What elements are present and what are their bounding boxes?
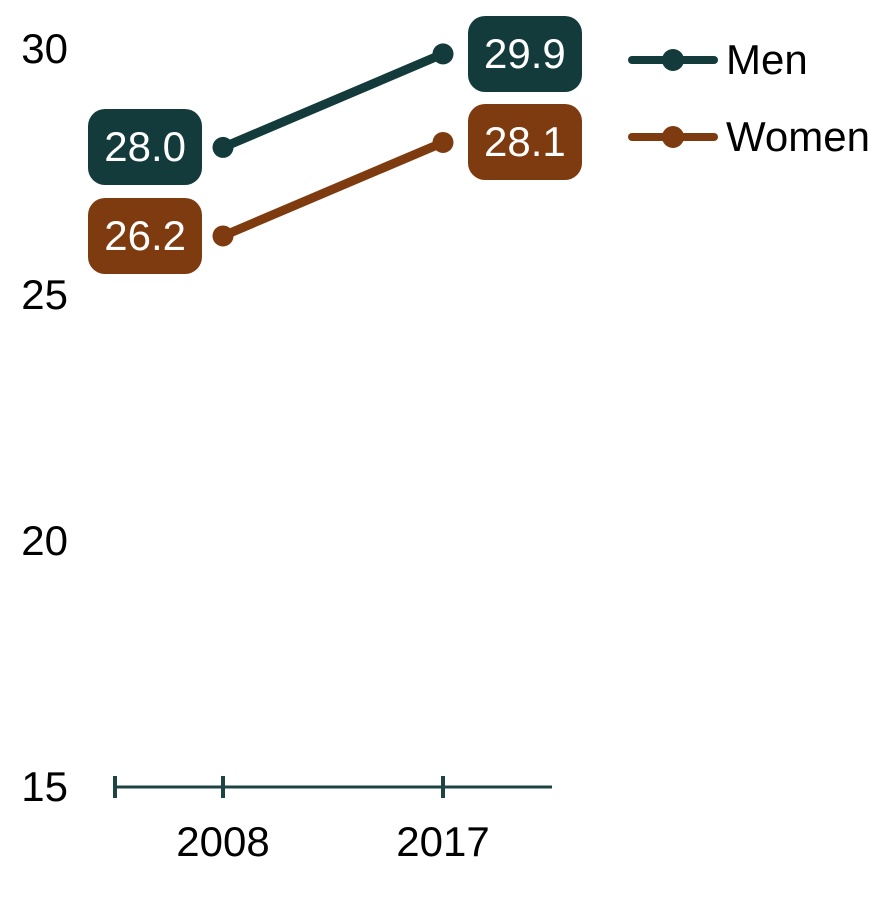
data-point-women: [432, 131, 454, 153]
y-axis-label-15: 15: [21, 763, 68, 810]
legend-item-men: Men: [628, 38, 870, 82]
legend-label-women: Women: [726, 113, 870, 160]
y-axis-label-30: 30: [21, 25, 68, 72]
legend-dot-women-icon: [662, 126, 684, 148]
legend-dot-men-icon: [662, 49, 684, 71]
legend: Men Women: [628, 38, 870, 192]
legend-item-women: Women: [628, 115, 870, 159]
legend-label-men: Men: [726, 36, 808, 83]
data-label-women-2017: 28.1: [468, 104, 582, 181]
data-label-men-2017: 29.9: [468, 15, 582, 92]
series-line-women: [218, 137, 448, 241]
x-axis-label-2017: 2017: [396, 818, 490, 865]
series-line-men: [218, 49, 448, 152]
data-point-men: [432, 43, 454, 65]
data-label-women-2008: 26.2: [88, 197, 202, 274]
data-label-men-2008: 28.0: [88, 109, 202, 186]
legend-line-women-icon: [628, 126, 718, 148]
data-point-women: [212, 225, 234, 247]
legend-line-men-icon: [628, 49, 718, 71]
y-axis-label-25: 25: [21, 271, 68, 318]
x-axis-label-2008: 2008: [176, 818, 270, 865]
data-point-men: [212, 136, 234, 158]
y-axis-label-20: 20: [21, 517, 68, 564]
